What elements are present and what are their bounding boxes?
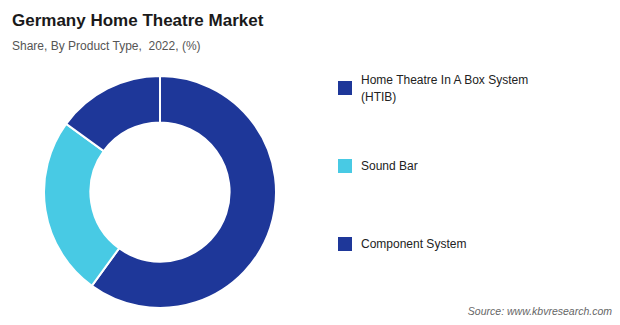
donut-slice bbox=[44, 124, 119, 286]
legend-label-line: (HTIB) bbox=[361, 90, 396, 104]
legend-label: Home Theatre In A Box System (HTIB) bbox=[361, 73, 528, 104]
legend-label-line: Home Theatre In A Box System bbox=[361, 73, 528, 87]
source-note: Source: www.kbvresearch.com bbox=[468, 305, 612, 317]
subtitle: Share, By Product Type, 2022, (%) bbox=[12, 39, 201, 53]
donut-slice bbox=[66, 76, 160, 151]
legend-label: Component System bbox=[361, 237, 466, 251]
legend-swatch bbox=[338, 159, 352, 173]
legend: Home Theatre In A Box System (HTIB) Sound … bbox=[338, 73, 528, 252]
legend-swatch bbox=[338, 81, 352, 95]
title: Germany Home Theatre Market bbox=[12, 11, 264, 30]
legend-swatch bbox=[338, 237, 352, 251]
legend-label-line: Sound Bar bbox=[361, 159, 418, 173]
legend-label-line: Component System bbox=[361, 237, 466, 251]
donut bbox=[44, 76, 276, 308]
legend-label: Sound Bar bbox=[361, 159, 418, 173]
chart: Germany Home Theatre Market Share, By Pro… bbox=[0, 0, 620, 325]
